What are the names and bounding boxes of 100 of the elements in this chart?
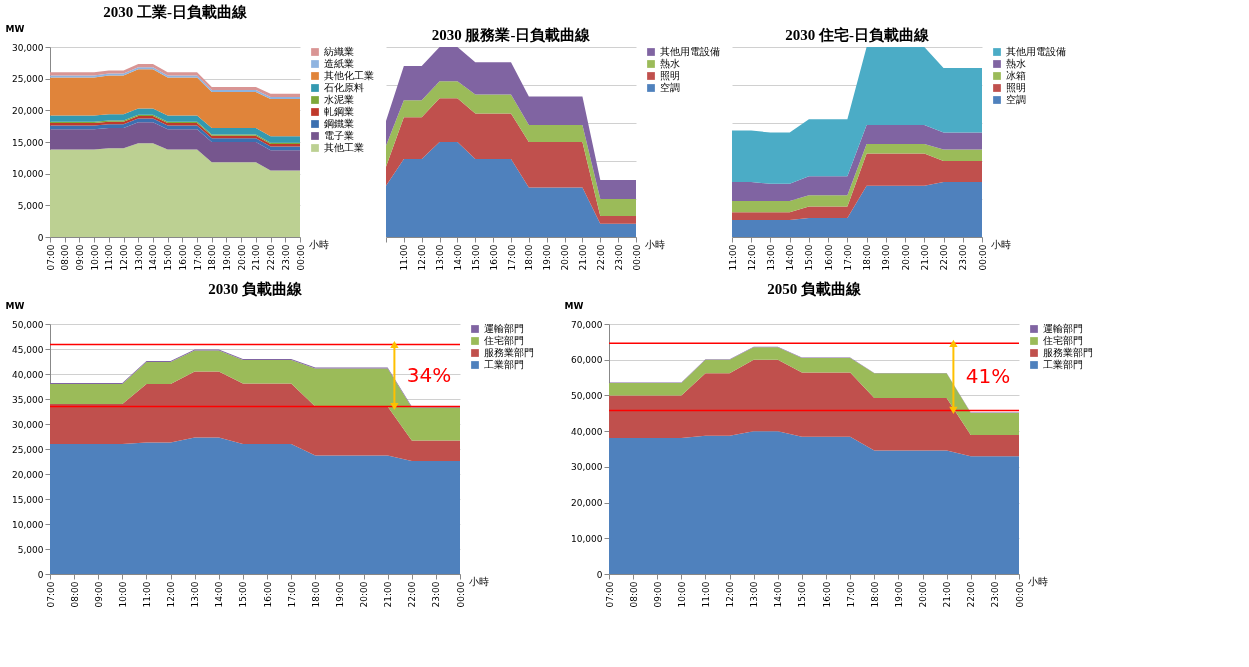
- annotation: 34%: [406, 362, 452, 387]
- x-tick-label: 12:00: [417, 244, 428, 271]
- x-tick-label: 08:00: [60, 244, 71, 271]
- x-tick-label: 21:00: [919, 244, 930, 271]
- x-tick-label: 19:00: [881, 244, 892, 271]
- y-tick-label: 30,000: [12, 42, 44, 53]
- x-tick-label: 18:00: [869, 581, 880, 608]
- y-tick-label: 70,000: [571, 319, 603, 330]
- x-tick-label: 22:00: [407, 581, 418, 608]
- x-tick-label: 23:00: [280, 244, 291, 271]
- x-tick-label: 13:00: [435, 244, 446, 271]
- x-tick-label: 20:00: [236, 244, 247, 271]
- x-tick-label: 22:00: [939, 244, 950, 271]
- x-tick-label: 00:00: [455, 581, 466, 608]
- x-tick-label: 22:00: [595, 244, 606, 271]
- x-tick-label: 00:00: [1014, 581, 1025, 608]
- legend-label: 空調: [660, 82, 680, 93]
- x-axis-title: 小時: [308, 238, 329, 250]
- x-tick-label: 23:00: [613, 244, 624, 271]
- x-tick-label: 23:00: [958, 244, 969, 271]
- y-axis-title: MW: [5, 23, 25, 34]
- y-tick-label: 40,000: [571, 426, 603, 437]
- legend-label: 空調: [1006, 94, 1026, 105]
- x-tick-label: 16:00: [821, 581, 832, 608]
- x-tick-label: 17:00: [286, 581, 297, 608]
- x-tick-label: 00:00: [295, 244, 306, 271]
- x-tick-label: 07:00: [604, 581, 615, 608]
- legend-label: 石化原料: [324, 82, 364, 93]
- x-tick-label: 16:00: [177, 244, 188, 271]
- legend-label: 工業部門: [484, 359, 524, 370]
- chart-title: 2030 負載曲線: [208, 281, 303, 297]
- y-tick-label: 10,000: [571, 533, 603, 544]
- x-tick-label: 10:00: [117, 581, 128, 608]
- x-tick-label: 18:00: [310, 581, 321, 608]
- y-tick-label: 10,000: [12, 519, 44, 530]
- x-tick-label: 13:00: [133, 244, 144, 271]
- x-tick-label: 07:00: [45, 244, 56, 271]
- x-axis-title: 小時: [1027, 575, 1048, 587]
- x-tick-label: 12:00: [725, 581, 736, 608]
- x-tick-label: 09:00: [652, 581, 663, 608]
- legend-label: 軋鋼業: [324, 106, 354, 117]
- x-tick-label: 16:00: [823, 244, 834, 271]
- y-tick-label: 25,000: [12, 444, 44, 455]
- x-tick-label: 12:00: [119, 244, 130, 271]
- legend-label: 其他用電設備: [660, 46, 720, 57]
- x-tick-label: 19:00: [542, 244, 553, 271]
- y-tick-label: 15,000: [12, 137, 44, 148]
- legend-label: 照明: [660, 70, 680, 81]
- y-tick-label: 50,000: [571, 390, 603, 401]
- x-tick-label: 00:00: [631, 244, 642, 271]
- x-tick-label: 13:00: [749, 581, 760, 608]
- legend-label: 工業部門: [1043, 359, 1083, 370]
- legend-label: 電子業: [324, 130, 354, 141]
- legend-label: 住宅部門: [1043, 335, 1083, 346]
- x-tick-label: 22:00: [266, 244, 277, 271]
- x-tick-label: 14:00: [452, 244, 463, 271]
- x-tick-label: 21:00: [251, 244, 262, 271]
- y-tick-label: 50,000: [12, 319, 44, 330]
- y-tick-label: 0: [37, 569, 44, 580]
- x-tick-label: 19:00: [893, 581, 904, 608]
- legend-label: 紡織業: [324, 46, 354, 57]
- x-tick-label: 18:00: [524, 244, 535, 271]
- x-tick-label: 14:00: [785, 244, 796, 271]
- x-tick-label: 22:00: [966, 581, 977, 608]
- y-axis-title: MW: [5, 300, 25, 311]
- x-tick-label: 17:00: [845, 581, 856, 608]
- x-tick-label: 11:00: [700, 581, 711, 608]
- x-tick-label: 07:00: [45, 581, 56, 608]
- x-axis-title: 小時: [468, 575, 489, 587]
- x-tick-label: 10:00: [89, 244, 100, 271]
- x-tick-label: 23:00: [990, 581, 1001, 608]
- legend-label: 運輸部門: [1043, 323, 1083, 334]
- legend-label: 其他化工業: [324, 70, 374, 81]
- legend-label: 運輸部門: [484, 323, 524, 334]
- chart-title: 2030 住宅-日負載曲線: [785, 26, 930, 43]
- x-tick-label: 21:00: [383, 581, 394, 608]
- x-tick-label: 17:00: [192, 244, 203, 271]
- y-tick-label: 5,000: [17, 200, 44, 211]
- x-tick-label: 18:00: [207, 244, 218, 271]
- legend-label: 住宅部門: [484, 335, 524, 346]
- x-tick-label: 19:00: [221, 244, 232, 271]
- x-tick-label: 20:00: [918, 581, 929, 608]
- y-tick-label: 25,000: [12, 74, 44, 85]
- annotation: 41%: [965, 363, 1011, 388]
- legend-label: 服務業部門: [484, 347, 534, 358]
- x-tick-label: 13:00: [190, 581, 201, 608]
- y-tick-label: 35,000: [12, 394, 44, 405]
- y-axis-title: MW: [564, 300, 584, 311]
- y-tick-label: 15,000: [12, 494, 44, 505]
- x-tick-label: 21:00: [942, 581, 953, 608]
- x-tick-label: 00:00: [977, 244, 988, 271]
- y-tick-label: 30,000: [12, 419, 44, 430]
- legend-label: 其他工業: [324, 142, 364, 153]
- x-tick-label: 09:00: [93, 581, 104, 608]
- chart-title: 2030 服務業-日負載曲線: [431, 27, 592, 43]
- x-tick-label: 11:00: [104, 244, 115, 271]
- x-tick-label: 14:00: [214, 581, 225, 608]
- y-tick-label: 5,000: [17, 544, 44, 555]
- x-tick-label: 16:00: [488, 244, 499, 271]
- y-tick-label: 20,000: [12, 469, 44, 480]
